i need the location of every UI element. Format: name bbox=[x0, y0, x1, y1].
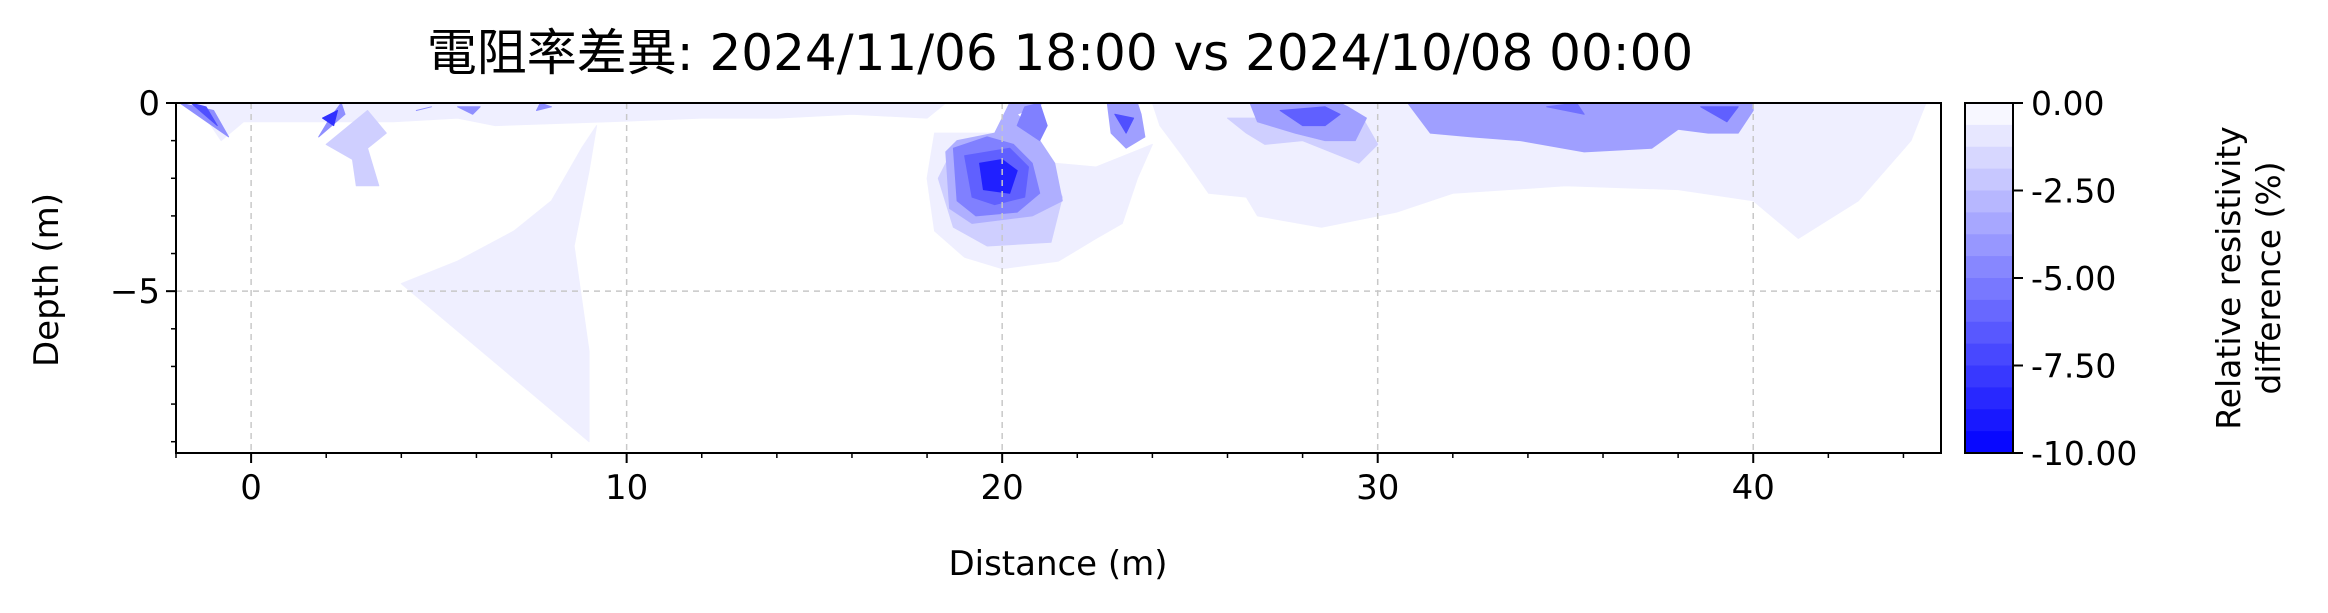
contour-region bbox=[190, 103, 218, 127]
colorbar-band bbox=[1965, 343, 2013, 367]
colorbar-band bbox=[1965, 431, 2013, 454]
contour-region bbox=[536, 103, 552, 111]
colorbar-tick-label: -10.00 bbox=[2031, 434, 2137, 473]
x-axis-label: Distance (m) bbox=[948, 544, 1167, 584]
plot-frame bbox=[175, 102, 1942, 454]
colorbar-band bbox=[1965, 365, 2013, 388]
colorbar-band bbox=[1965, 409, 2013, 432]
colorbar-tick-label: -7.50 bbox=[2031, 347, 2116, 386]
y-tick-label: 0 bbox=[138, 84, 160, 124]
colorbar-tick-label: -2.50 bbox=[2031, 172, 2116, 211]
contour-region bbox=[979, 159, 1018, 194]
colorbar-band bbox=[1965, 103, 2013, 126]
contour-region bbox=[1546, 103, 1585, 115]
colorbar-band bbox=[1965, 387, 2013, 410]
contour-region bbox=[457, 106, 481, 115]
x-tick-label: 0 bbox=[240, 468, 262, 508]
colorbar-band bbox=[1965, 234, 2013, 257]
colorbar-band bbox=[1965, 278, 2013, 301]
contour-region bbox=[415, 106, 432, 111]
colorbar-band bbox=[1965, 124, 2013, 148]
contour-region bbox=[322, 110, 338, 127]
colorbar-band bbox=[1965, 190, 2013, 213]
contour-region bbox=[325, 110, 387, 187]
y-axis-label: Depth (m) bbox=[27, 193, 67, 367]
contour-region bbox=[1407, 103, 1754, 153]
colorbar-tick-label: -5.00 bbox=[2031, 259, 2116, 298]
x-tick-label: 20 bbox=[981, 468, 1024, 508]
x-tick-label: 10 bbox=[605, 468, 648, 508]
colorbar-label-line-2: difference (%) bbox=[2249, 161, 2288, 394]
y-tick-label: −5 bbox=[110, 272, 160, 312]
colorbar: 0.00 -2.50 -5.00 -7.50 -10.00 Relative resis… bbox=[1964, 84, 2288, 473]
contour-region bbox=[1279, 106, 1341, 127]
plot-area: 0 10 20 30 40 0 −5 bbox=[110, 84, 1942, 508]
colorbar-band bbox=[1965, 321, 2013, 345]
colorbar-band bbox=[1965, 256, 2013, 279]
colorbar-tick-label: 0.00 bbox=[2031, 84, 2104, 123]
colorbar-band bbox=[1965, 212, 2013, 235]
x-tick-label: 40 bbox=[1732, 468, 1775, 508]
chart-title: 電阻率差異: 2024/11/06 18:00 vs 2024/10/08 00… bbox=[427, 24, 1694, 82]
colorbar-label-line-1: Relative resistivity bbox=[2209, 126, 2248, 430]
contour-region bbox=[400, 125, 598, 443]
colorbar-band bbox=[1965, 299, 2013, 323]
x-tick-label: 30 bbox=[1356, 468, 1399, 508]
contour-region bbox=[1700, 106, 1739, 123]
colorbar-band bbox=[1965, 146, 2013, 170]
colorbar-band bbox=[1965, 168, 2013, 192]
contour-region bbox=[1114, 113, 1135, 134]
contour-region bbox=[1016, 103, 1048, 142]
